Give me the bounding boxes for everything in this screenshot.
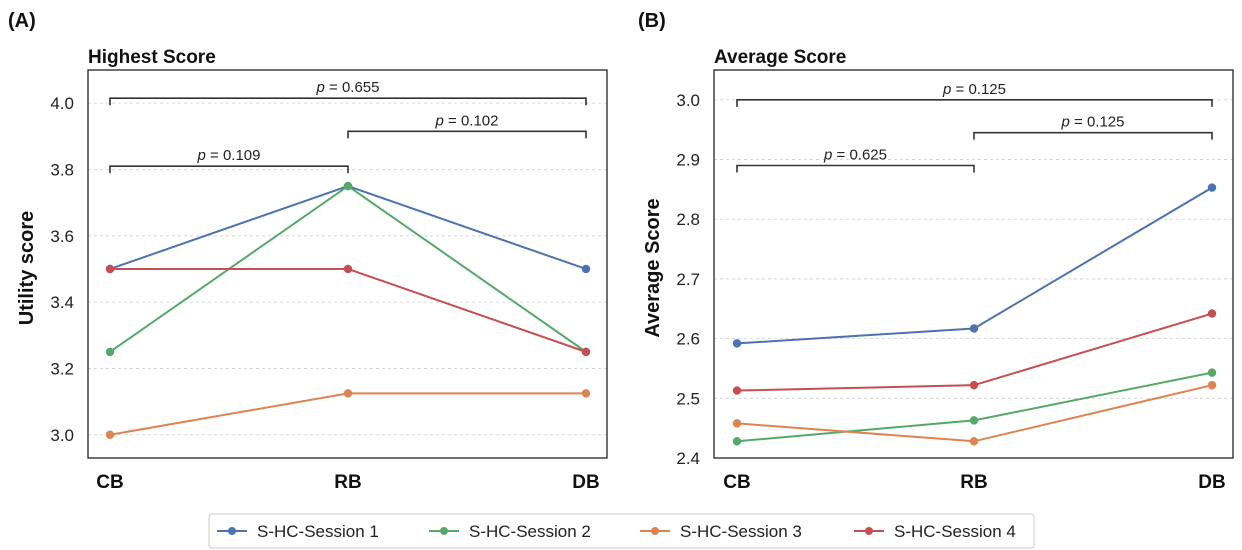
panel-b-point-s-hc-session-2-db — [1207, 368, 1217, 377]
panel-b-point-s-hc-session-1-rb — [969, 324, 979, 333]
legend-marker-s-hc-session-2 — [440, 527, 448, 535]
panel-b-point-s-hc-session-4-rb — [969, 380, 979, 390]
legend-marker-s-hc-session-1 — [228, 527, 236, 535]
panel-a-x-tick-cb: CB — [96, 472, 123, 493]
panel-a-point-s-hc-session-1-db — [581, 264, 591, 274]
panel-a-p-value-label: p = 0.109 — [197, 147, 261, 164]
legend-marker-s-hc-session-4 — [865, 527, 873, 535]
panel-b-label: (B) — [638, 10, 666, 32]
panel-a-plot: 3.0 3.2 3.4 3.6 3.8 4.0 CB RB DB p = 0.109 p = 0.1… — [50, 69, 608, 493]
panel-b-point-s-hc-session-1-db — [1207, 183, 1217, 192]
panel-b-y-tick-label: 2.8 — [676, 210, 700, 229]
panel-b-title: Average Score — [714, 47, 846, 68]
panel-b-plot-frame — [713, 69, 1234, 459]
legend-label-s-hc-session-2: S-HC-Session 2 — [469, 522, 591, 541]
panel-b-y-tick-label: 2.9 — [676, 151, 700, 170]
panel-a-x-tick-rb: RB — [334, 472, 361, 493]
panel-a-y-axis-label: Utility score — [16, 211, 38, 325]
panel-b-point-s-hc-session-2-cb — [732, 437, 742, 446]
panel-b-y-tick-label: 2.7 — [676, 270, 700, 289]
panel-a-point-s-hc-session-4-rb — [343, 264, 353, 274]
panel-a-y-tick-label: 3.6 — [50, 227, 74, 246]
panel-a-point-s-hc-session-3-db — [581, 389, 591, 398]
panel-a-y-tick-label: 3.4 — [50, 293, 74, 312]
panel-b-p-value-label: p = 0.625 — [823, 147, 887, 164]
panel-b-point-s-hc-session-4-db — [1207, 309, 1217, 318]
panel-b-y-tick-label: 2.5 — [676, 389, 700, 408]
panel-b-p-value-label: p = 0.125 — [1061, 114, 1125, 131]
panel-a-line-s-hc-session-4 — [110, 267, 587, 353]
panel-b-x-tick-cb: CB — [723, 472, 750, 493]
panel-b-y-tick-label: 2.6 — [676, 330, 700, 349]
panel-a-point-s-hc-session-2-rb — [343, 181, 353, 191]
panel-a-x-tick-db: DB — [572, 472, 599, 493]
panel-b-point-s-hc-session-2-rb — [969, 416, 979, 425]
legend-label-s-hc-session-4: S-HC-Session 4 — [894, 522, 1016, 541]
panel-b-point-s-hc-session-3-rb — [969, 437, 979, 446]
panel-a-point-s-hc-session-4-db — [581, 347, 591, 357]
panel-a-point-s-hc-session-3-cb — [105, 430, 115, 440]
legend-label-s-hc-session-3: S-HC-Session 3 — [680, 522, 802, 541]
panel-a-point-s-hc-session-3-rb — [343, 389, 353, 398]
panel-b-p-value-label: p = 0.125 — [942, 81, 1006, 98]
panel-a-y-tick-label: 3.2 — [50, 359, 74, 378]
panel-b-point-s-hc-session-4-cb — [732, 386, 742, 395]
panel-a-point-s-hc-session-4-cb — [105, 264, 115, 274]
panel-a-significance-bracket — [109, 165, 349, 174]
panel-a-title: Highest Score — [88, 47, 216, 68]
panel-b-x-tick-rb: RB — [960, 472, 987, 493]
panel-a-significance-bracket — [109, 97, 587, 106]
legend-label-s-hc-session-1: S-HC-Session 1 — [257, 522, 379, 541]
panel-a-plot-frame — [87, 69, 608, 459]
panel-b-point-s-hc-session-3-db — [1207, 380, 1217, 390]
panel-b-point-s-hc-session-1-cb — [732, 339, 742, 348]
panel-b-significance-bracket — [736, 99, 1213, 107]
panel-a-p-value-label: p = 0.655 — [316, 79, 380, 96]
panel-b-y-axis-label: Average Score — [642, 198, 664, 337]
panel-b-y-tick-label: 2.4 — [676, 449, 700, 468]
panel-b-line-s-hc-session-3 — [736, 384, 1213, 443]
panel-b-significance-bracket — [973, 131, 1213, 140]
panel-b-significance-bracket — [736, 164, 975, 173]
panel-a-line-s-hc-session-1 — [109, 185, 587, 270]
panel-b-point-s-hc-session-3-cb — [732, 419, 742, 428]
panel-a-p-value-label: p = 0.102 — [435, 112, 499, 129]
panel-a-label: (A) — [8, 10, 36, 32]
panel-a-significance-bracket — [347, 130, 587, 139]
panel-a-y-tick-label: 3.0 — [50, 426, 74, 445]
legend-box — [208, 513, 1035, 549]
legend-marker-s-hc-session-3 — [651, 527, 659, 535]
legend: S-HC-Session 1 S-HC-Session 2 S-HC-Session… — [208, 513, 1035, 549]
panel-b-x-tick-db: DB — [1198, 472, 1225, 493]
panel-a-y-tick-label: 4.0 — [50, 94, 74, 113]
panel-b-y-tick-label: 3.0 — [676, 91, 700, 110]
panel-a-line-s-hc-session-3 — [109, 392, 586, 436]
panel-b-line-s-hc-session-1 — [736, 186, 1213, 345]
panel-b-plot: 2.4 2.5 2.6 2.7 2.8 2.9 3.0 CB RB DB p = 0.625 p = … — [676, 69, 1234, 493]
panel-a-point-s-hc-session-2-cb — [105, 347, 115, 357]
panel-a-y-tick-label: 3.8 — [50, 160, 74, 179]
